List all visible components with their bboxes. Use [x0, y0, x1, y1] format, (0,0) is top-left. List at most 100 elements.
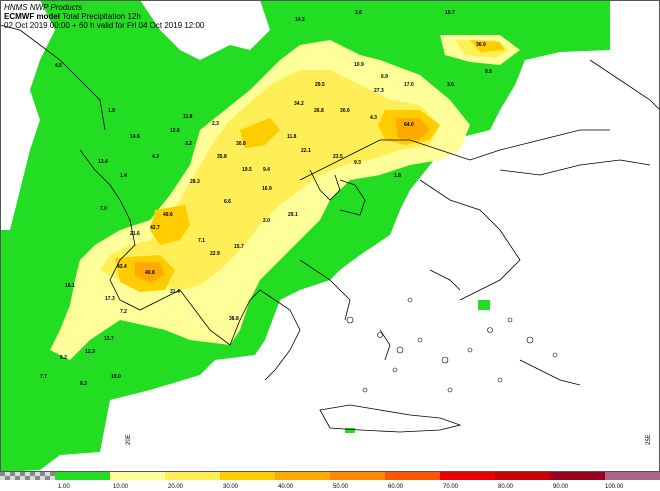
value-label: 7.0 [100, 206, 107, 212]
value-label: 6.9 [381, 74, 388, 80]
value-label: 9.3 [354, 160, 361, 166]
value-label: 34.2 [294, 101, 304, 107]
value-label: 14.2 [295, 17, 305, 23]
precip-area-40mm-core-west [135, 262, 165, 283]
value-label: 43.4 [117, 264, 127, 270]
legend-swatch-20 [165, 472, 220, 480]
parameter-name: Total Precipitation 12h [62, 12, 141, 21]
value-label: 11.8 [183, 114, 193, 120]
legend-label: 70.00 [443, 484, 459, 490]
value-label: 1.9 [108, 108, 115, 114]
value-label: 1.8 [394, 173, 401, 179]
value-label: 1.4 [120, 173, 127, 179]
coastlines [0, 24, 660, 433]
value-label: 16.1 [65, 283, 75, 289]
value-label: 22.9 [210, 251, 220, 257]
dry-area-northeast [530, 50, 650, 120]
value-label: 19.5 [242, 167, 252, 173]
value-label: 28.3 [190, 179, 200, 185]
color-legend: 1.00 10.00 20.00 30.00 40.00 50.00 60.00… [0, 472, 660, 490]
value-label: 12.6 [170, 128, 180, 134]
value-label: 30.6 [340, 108, 350, 114]
model-name: ECMWF model [4, 12, 60, 21]
value-label: 13.4 [98, 159, 108, 165]
legend-label: 60.00 [388, 484, 404, 490]
value-label: 29.5 [315, 82, 325, 88]
dry-area-north [140, 0, 270, 60]
dry-area-northwest [0, 0, 55, 230]
value-label: 38.8 [229, 316, 239, 322]
value-label: 12.3 [85, 349, 95, 355]
value-label: 17.0 [404, 82, 414, 88]
legend-swatch-40 [275, 472, 330, 480]
value-label: 3.2 [185, 141, 192, 147]
precip-values: 2.6 10.7 14.2 36.9 4.5 8.5 10.9 6.9 29.5… [40, 10, 492, 387]
islands [346, 297, 558, 393]
legend-label: 10.00 [113, 484, 129, 490]
precip-area-20mm [100, 70, 440, 290]
legend-label: 50.00 [333, 484, 349, 490]
model-line: ECMWF model Total Precipitation 12h [4, 12, 141, 21]
grid-label-25e: 25E [646, 434, 652, 445]
legend-swatch-30 [220, 472, 275, 480]
value-label: 4.3 [152, 154, 159, 160]
value-label: 29.1 [288, 212, 298, 218]
precip-area-30mm-north [470, 40, 505, 52]
value-label: 4.5 [55, 63, 62, 69]
value-label: 8.5 [485, 69, 492, 75]
value-label: 40.8 [145, 270, 155, 276]
value-label: 30.8 [236, 141, 246, 147]
value-label: 4.3 [370, 115, 377, 121]
value-label: 27.3 [374, 88, 384, 94]
value-label: 7.2 [120, 309, 127, 315]
value-label: 10.7 [445, 10, 455, 16]
legend-label: 100.00 [605, 484, 624, 490]
legend-label: 40.00 [278, 484, 294, 490]
precip-area-50mm-core [395, 118, 430, 140]
value-label: 22.1 [301, 148, 311, 154]
product-source: HNMS NWP Products [4, 3, 82, 12]
legend-swatch-90 [550, 472, 605, 480]
value-label: 35.8 [217, 154, 227, 160]
legend-label: 20.00 [168, 484, 184, 490]
value-label: 36.9 [476, 42, 486, 48]
legend-label: 90.00 [553, 484, 569, 490]
value-label: 10.0 [111, 374, 121, 380]
value-label: 2.6 [355, 10, 362, 16]
value-label: 21.6 [130, 231, 140, 237]
legend-checker [0, 472, 55, 480]
legend-label: 1.00 [58, 484, 70, 490]
value-label: 7.1 [198, 238, 205, 244]
value-label: 8.3 [80, 381, 87, 387]
legend-swatch-100 [605, 472, 660, 480]
value-label: 49.6 [163, 212, 173, 218]
value-label: 11.8 [287, 134, 297, 140]
validity-time: 02 Oct 2019 00:00 + 60 h valid for Fri 0… [4, 21, 205, 30]
value-label: 6.2 [60, 355, 67, 361]
legend-label: 80.00 [498, 484, 514, 490]
value-label: 17.3 [105, 296, 115, 302]
legend-swatch-10 [110, 472, 165, 480]
legend-swatch-60 [385, 472, 440, 480]
value-label: 64.0 [404, 122, 414, 128]
legend-swatch-50 [330, 472, 385, 480]
value-label: 26.8 [314, 108, 324, 114]
value-label: 7.7 [40, 374, 47, 380]
precip-area-30mm-west [150, 205, 190, 245]
value-label: 42.7 [150, 225, 160, 231]
value-label: 16.9 [262, 186, 272, 192]
value-label: 9.4 [263, 167, 270, 173]
value-label: 3.6 [447, 82, 454, 88]
value-label: 2.3 [212, 121, 219, 127]
precip-area-30mm-centre [240, 118, 280, 148]
precip-area-1mm-east [478, 300, 490, 310]
value-label: 31.4 [170, 289, 180, 295]
value-label: 14.6 [130, 134, 140, 140]
grid-label-20e: 20E [126, 434, 132, 445]
legend-swatch-1 [55, 472, 110, 480]
value-label: 15.7 [234, 244, 244, 250]
legend-swatch-70 [440, 472, 495, 480]
value-label: 23.5 [333, 154, 343, 160]
value-label: 2.0 [263, 218, 270, 224]
